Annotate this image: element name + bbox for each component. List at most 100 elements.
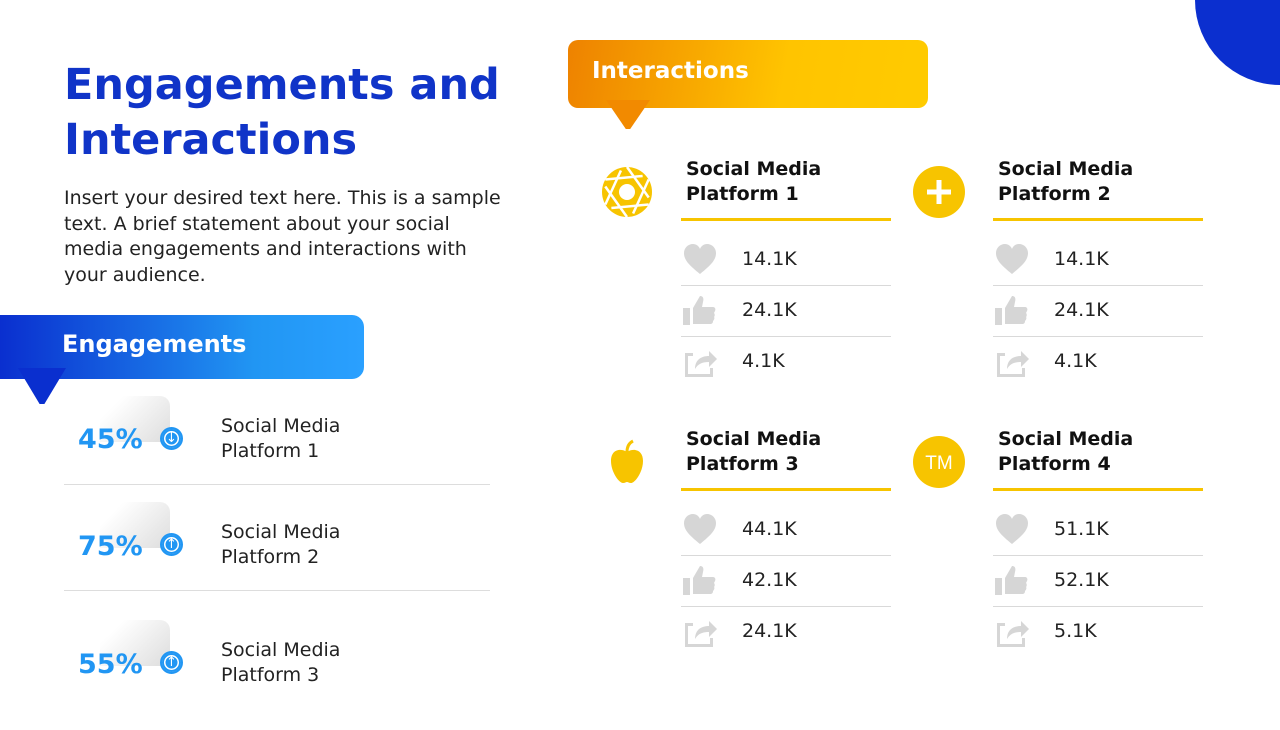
stat-row-shares: 4.1K <box>993 337 1203 388</box>
title-line1: Social Media <box>998 158 1134 180</box>
interactions-banner-pointer <box>606 100 650 129</box>
title-line1: Social Media <box>998 428 1134 450</box>
platform-card: Social Media Platform 3 44.1K 42.1K 24.1K <box>590 425 910 685</box>
stat-value-thumbs: 24.1K <box>1054 299 1109 321</box>
stat-row-likes: 14.1K <box>993 235 1203 286</box>
stat-value-thumbs: 52.1K <box>1054 569 1109 591</box>
heart-icon <box>684 244 716 274</box>
share-icon <box>997 351 1029 377</box>
percent-background <box>100 502 170 548</box>
thumbs-up-icon <box>995 566 1028 595</box>
divider <box>681 606 891 607</box>
label-line1: Social Media <box>221 415 341 437</box>
engagement-percent: 45% <box>78 424 143 455</box>
title-underline <box>993 488 1203 491</box>
thumbs-up-icon <box>683 566 716 595</box>
stat-row-thumbs: 24.1K <box>993 286 1203 337</box>
trademark-text: TM <box>925 453 952 474</box>
stat-row-shares: 24.1K <box>681 607 891 658</box>
divider <box>993 285 1203 286</box>
stat-value-shares: 24.1K <box>742 620 797 642</box>
divider <box>681 336 891 337</box>
stat-value-thumbs: 42.1K <box>742 569 797 591</box>
stat-row-likes: 14.1K <box>681 235 891 286</box>
title-line2: Platform 4 <box>998 453 1111 475</box>
engagement-label: Social Media Platform 3 <box>221 638 340 688</box>
engagement-item: 45% ↓ Social Media Platform 1 <box>64 396 490 506</box>
arrow-up-circle-icon: ↑ <box>160 533 183 556</box>
trademark-icon: TM <box>913 436 965 488</box>
stat-value-likes: 44.1K <box>742 518 797 540</box>
stat-value-likes: 51.1K <box>1054 518 1109 540</box>
interactions-banner <box>568 40 928 108</box>
arrow-up-circle-icon: ↑ <box>160 651 183 674</box>
description-text: Insert your desired text here. This is a… <box>64 187 501 286</box>
heart-icon <box>996 514 1028 544</box>
engagement-item: 55% ↑ Social Media Platform 3 <box>64 620 490 730</box>
engagement-percent: 55% <box>78 649 143 680</box>
engagement-item: 75% ↑ Social Media Platform 2 <box>64 502 490 612</box>
divider <box>64 590 490 591</box>
stat-value-shares: 5.1K <box>1054 620 1097 642</box>
divider <box>993 336 1203 337</box>
title-underline <box>681 218 891 221</box>
divider <box>681 285 891 286</box>
platform-card: TM Social Media Platform 4 51.1K 52.1K 5.1K <box>902 425 1222 685</box>
stat-value-thumbs: 24.1K <box>742 299 797 321</box>
thumbs-up-icon <box>683 296 716 325</box>
stat-row-shares: 5.1K <box>993 607 1203 658</box>
aperture-icon <box>601 166 653 218</box>
platform-title: Social Media Platform 3 <box>686 427 821 477</box>
platform-title: Social Media Platform 1 <box>686 157 821 207</box>
divider <box>681 555 891 556</box>
stat-value-likes: 14.1K <box>742 248 797 270</box>
percent-background <box>100 620 170 666</box>
arrow-down-circle-icon: ↓ <box>160 427 183 450</box>
label-line1: Social Media <box>221 521 341 543</box>
platform-card: Social Media Platform 2 14.1K 24.1K 4.1K <box>902 155 1222 415</box>
plus-icon <box>913 166 965 218</box>
share-icon <box>997 621 1029 647</box>
label-line1: Social Media <box>221 639 341 661</box>
title-line2: Platform 1 <box>686 183 799 205</box>
platform-title: Social Media Platform 2 <box>998 157 1133 207</box>
share-icon <box>685 621 717 647</box>
stat-row-likes: 44.1K <box>681 505 891 556</box>
stat-value-likes: 14.1K <box>1054 248 1109 270</box>
engagements-heading: Engagements <box>62 330 247 358</box>
engagement-label: Social Media Platform 2 <box>221 520 340 570</box>
engagements-banner-pointer <box>18 368 66 404</box>
title-line1: Social Media <box>686 158 822 180</box>
interactions-heading: Interactions <box>592 58 749 84</box>
stat-row-thumbs: 42.1K <box>681 556 891 607</box>
corner-decoration <box>1195 0 1280 85</box>
divider <box>993 555 1203 556</box>
divider <box>993 606 1203 607</box>
platform-card: Social Media Platform 1 14.1K 24.1K 4.1K <box>590 155 910 415</box>
apple-icon <box>601 436 653 488</box>
thumbs-up-icon <box>995 296 1028 325</box>
platform-title: Social Media Platform 4 <box>998 427 1133 477</box>
engagement-label: Social Media Platform 1 <box>221 414 340 464</box>
stat-row-likes: 51.1K <box>993 505 1203 556</box>
label-line2: Platform 2 <box>221 546 320 568</box>
percent-background <box>100 396 170 442</box>
share-icon <box>685 351 717 377</box>
label-line2: Platform 1 <box>221 440 320 462</box>
title-line2: Platform 2 <box>998 183 1111 205</box>
stat-row-thumbs: 24.1K <box>681 286 891 337</box>
stat-value-shares: 4.1K <box>1054 350 1097 372</box>
title-line2: Platform 3 <box>686 453 799 475</box>
heart-icon <box>684 514 716 544</box>
page-title: Engagements and Interactions <box>64 60 500 165</box>
heart-icon <box>996 244 1028 274</box>
stat-row-shares: 4.1K <box>681 337 891 388</box>
engagement-percent: 75% <box>78 531 143 562</box>
title-underline <box>681 488 891 491</box>
stat-row-thumbs: 52.1K <box>993 556 1203 607</box>
title-underline <box>993 218 1203 221</box>
divider <box>64 484 490 485</box>
title-line1: Social Media <box>686 428 822 450</box>
label-line2: Platform 3 <box>221 664 320 686</box>
stat-value-shares: 4.1K <box>742 350 785 372</box>
